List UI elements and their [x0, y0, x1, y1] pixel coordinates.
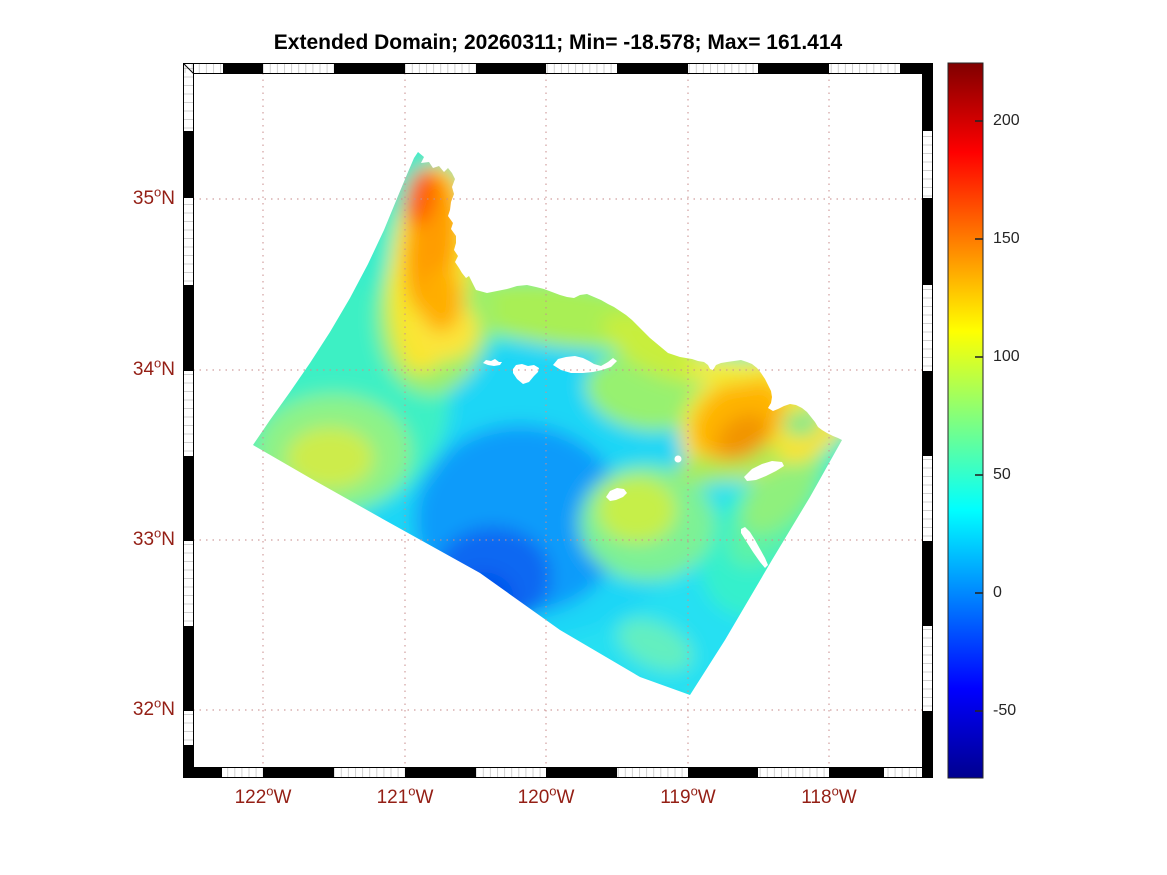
frame-black-segments	[183, 63, 933, 778]
field-blob	[602, 313, 708, 383]
lat-tick-label: 34oN	[132, 355, 175, 380]
colorbar-tick-label: 100	[993, 348, 1020, 365]
frame-miter	[922, 63, 933, 74]
colorbar-tick-label: 200	[993, 112, 1020, 129]
frame-miter	[183, 63, 194, 74]
degree-symbol: o	[408, 783, 416, 799]
gridlines	[193, 73, 923, 768]
island-santa-barbara	[674, 455, 682, 463]
plot-title: Extended Domain; 20260311; Min= -18.578;…	[273, 31, 843, 54]
degree-symbol: o	[831, 783, 839, 799]
degree-symbol: o	[154, 695, 162, 711]
island-santa-cruz-anacapa	[553, 356, 617, 373]
island-san-miguel	[483, 359, 502, 366]
field-blob	[674, 444, 782, 484]
lon-tick-label: 120oW	[517, 783, 575, 808]
frame-miter	[183, 767, 194, 778]
island-santa-rosa	[513, 364, 539, 384]
degree-symbol: o	[154, 355, 162, 371]
field-blob	[597, 477, 677, 543]
island-san-nicolas	[606, 488, 627, 501]
island-catalina	[744, 461, 784, 481]
island-mask-group	[483, 356, 784, 568]
frame-minor-ticks	[184, 64, 932, 73]
degree-symbol: o	[690, 783, 698, 799]
frame-minor-ticks	[184, 64, 193, 777]
colorbar-gradient	[947, 62, 984, 779]
lon-tick-label: 118oW	[801, 783, 857, 808]
colorbar-ticks	[975, 120, 983, 712]
degree-symbol: o	[154, 525, 162, 541]
field-blob	[405, 167, 437, 227]
frame-inner-outline	[193, 73, 923, 768]
field-blob	[617, 618, 693, 672]
heatmap-field	[253, 152, 842, 695]
field-blob	[717, 414, 769, 460]
lon-tick-label: 121oW	[376, 783, 434, 808]
degree-symbol: o	[266, 783, 274, 799]
lat-tick-label: 35oN	[132, 184, 175, 209]
degree-symbol: o	[154, 184, 162, 200]
field-blob	[686, 357, 762, 385]
field-blob	[741, 441, 823, 535]
colorbar-tick-label: 150	[993, 230, 1020, 247]
frame-miter	[922, 767, 933, 778]
lon-tick-label: 119oW	[660, 783, 716, 808]
frame-outline	[183, 63, 933, 778]
map-frame	[183, 63, 933, 778]
colorbar-tick-label: 0	[993, 584, 1002, 601]
lat-tick-label: 32oN	[132, 695, 175, 720]
island-san-clemente	[741, 527, 768, 568]
field-blob	[420, 268, 462, 332]
colorbar-tick-label: -50	[993, 702, 1017, 719]
field-blob	[286, 427, 374, 489]
field-blob	[450, 572, 514, 624]
lat-tick-label: 33oN	[132, 525, 175, 550]
field-blob	[783, 411, 819, 437]
degree-symbol: o	[549, 783, 557, 799]
colorbar	[947, 62, 984, 779]
lon-tick-label: 122oW	[234, 783, 292, 808]
colorbar-tick-label: 50	[993, 466, 1011, 483]
